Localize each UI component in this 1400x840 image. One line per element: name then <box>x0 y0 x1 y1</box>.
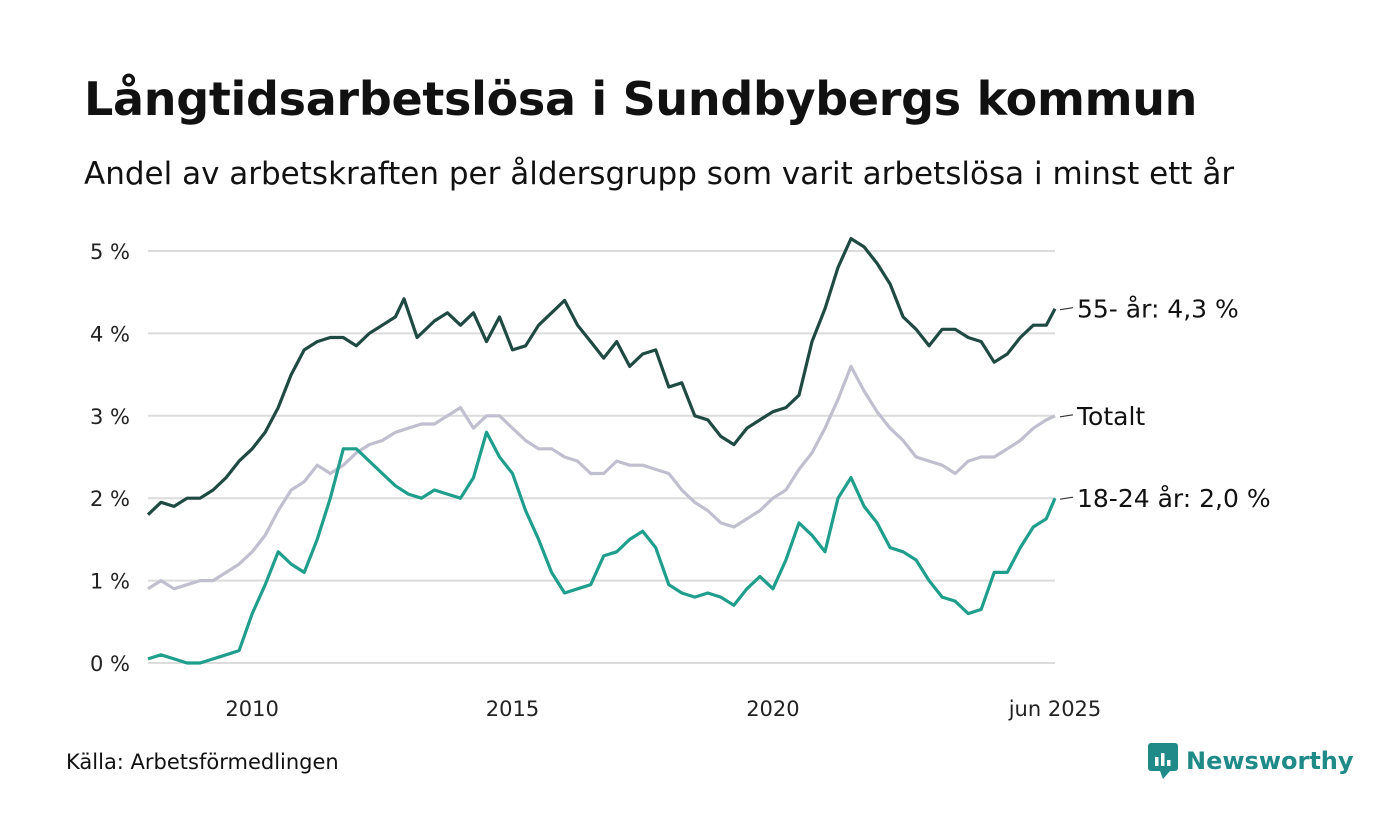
y-tick-label: 1 % <box>90 570 130 594</box>
y-tick-label: 5 % <box>90 240 130 264</box>
gridlines <box>148 250 1055 664</box>
series-line-total <box>147 364 1056 591</box>
series-line-older <box>146 237 1057 516</box>
end-label-young: 18-24 år: 2,0 % <box>1077 484 1271 513</box>
chart-title: Långtidsarbetslösa i Sundbybergs kommun <box>84 72 1198 126</box>
y-tick-label: 3 % <box>90 405 130 429</box>
x-tick-label: jun 2025 <box>1008 697 1102 721</box>
series-line-young <box>147 430 1057 665</box>
x-tick-label: 2015 <box>486 697 539 721</box>
brand-name: Newsworthy <box>1186 747 1354 775</box>
series-end-labels: 55- år: 4,3 % Totalt 18-24 år: 2,0 % <box>1059 295 1271 513</box>
series-lines <box>146 237 1057 665</box>
end-label-connector <box>1059 496 1074 500</box>
newsworthy-logo-icon <box>1148 743 1178 779</box>
end-label-connector <box>1059 414 1074 418</box>
end-label-connector <box>1059 307 1074 311</box>
y-axis-tick-labels: 0 % 1 % 2 % 3 % 4 % 5 % <box>90 240 130 676</box>
chart-subtitle: Andel av arbetskraften per åldersgrupp s… <box>84 156 1235 192</box>
y-tick-label: 2 % <box>90 487 130 511</box>
line-chart: 0 %1 %2 %3 %4 %5 % 2010 2015 2020 jun 2025 … <box>90 237 1271 721</box>
newsworthy-logo: Newsworthy <box>1148 743 1354 779</box>
end-label-total: Totalt <box>1076 402 1145 431</box>
x-tick-label: 2010 <box>225 697 278 721</box>
source-note: Källa: Arbetsförmedlingen <box>66 750 339 774</box>
y-tick-label: 0 % <box>90 652 130 676</box>
end-label-older: 55- år: 4,3 % <box>1077 295 1239 324</box>
y-tick-label: 4 % <box>90 322 130 346</box>
x-tick-label: 2020 <box>746 697 799 721</box>
x-axis-tick-labels: 2010 2015 2020 jun 2025 <box>225 697 1101 721</box>
